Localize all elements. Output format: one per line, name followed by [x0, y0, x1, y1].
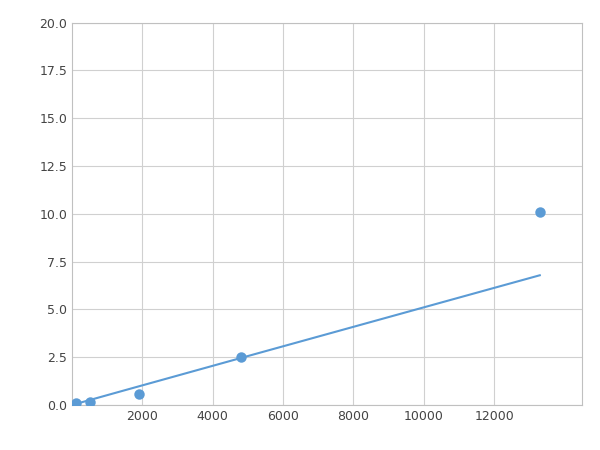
Point: [535, 208, 545, 216]
Point: [71, 400, 80, 407]
Point: [134, 390, 143, 397]
Point: [85, 398, 94, 405]
Point: [236, 354, 245, 361]
